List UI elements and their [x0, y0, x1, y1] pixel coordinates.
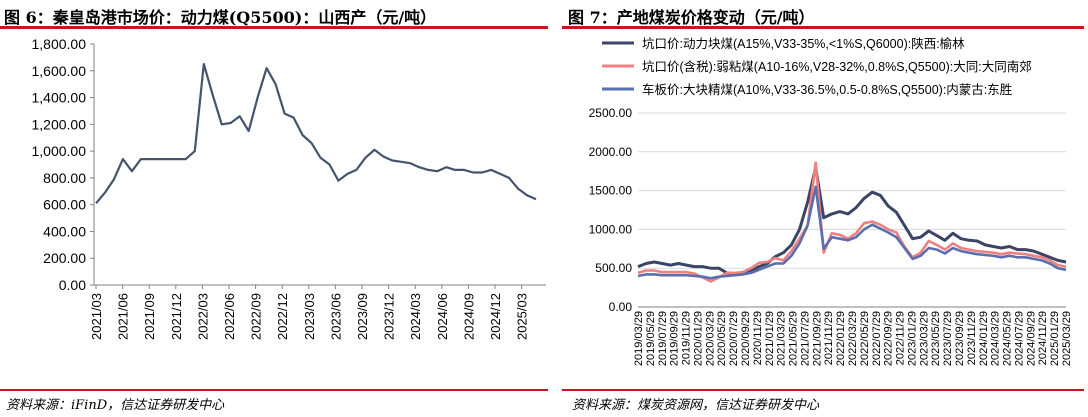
x-tick-label: 2021/05/29: [788, 311, 800, 366]
series-line-1: [637, 165, 1067, 276]
x-tick-label: 2020/07/29: [728, 311, 740, 366]
y-tick-label: 1,600.00: [32, 63, 87, 79]
x-tick-label: 2022/09/29: [883, 311, 895, 366]
x-tick-label: 2024/09: [461, 293, 476, 340]
x-tick-label: 2023/07/29: [942, 311, 954, 366]
x-tick-label: 2023/12: [382, 293, 397, 340]
y-tick-label: 400.00: [43, 223, 86, 239]
x-tick-label: 2023/03: [302, 293, 317, 340]
y-tick-label: 500.00: [595, 261, 632, 275]
x-tick-label: 2022/09: [249, 293, 264, 340]
x-tick-label: 2019/11/29: [681, 311, 693, 365]
x-tick-label: 2023/05/29: [930, 311, 942, 366]
y-tick-label: 0.00: [609, 300, 633, 314]
x-tick-label: 2021/11/29: [823, 311, 835, 365]
x-tick-label: 2022/03: [195, 293, 210, 340]
left-figure: 图 6：秦皇岛港市场价：动力煤(Q5500)：山西产（元/吨） 0.00 200.…: [0, 8, 548, 413]
title-rule: [0, 26, 548, 29]
x-tick-label: 2021/03/29: [776, 311, 788, 366]
x-tick-label: 2024/03: [408, 293, 423, 340]
legend-label: 车板价:大块精煤(A10%,V33-36.5%,0.5-0.8%S,Q5500)…: [642, 82, 1012, 97]
x-tick-label: 2021/09/29: [811, 311, 823, 366]
x-tick-label: 2020/01/29: [692, 311, 704, 366]
x-tick-label: 2019/03/29: [633, 311, 645, 366]
x-tick-label: 2025/03: [515, 293, 530, 340]
x-tick-label: 2019/05/29: [645, 311, 657, 366]
x-tick-label: 2024/01/29: [978, 311, 990, 366]
x-tick-label: 2022/12: [275, 293, 290, 340]
figure-title: 图 6：秦皇岛港市场价：动力煤(Q5500)：山西产（元/吨）: [4, 8, 437, 27]
x-tick-label: 2019/09/29: [669, 311, 681, 366]
y-tick-label: 2000.00: [589, 145, 633, 159]
y-tick-label: 1000.00: [589, 222, 633, 236]
y-tick-label: 1500.00: [589, 184, 633, 198]
x-tick-label: 2021/12: [169, 293, 184, 340]
price-series-line: [95, 62, 537, 205]
series-line-3: [637, 185, 1067, 280]
x-tick-label: 2024/06: [435, 293, 450, 340]
x-tick-label: 2021/01/29: [764, 311, 776, 366]
right-chart: 0.00 500.00 1000.00 1500.00 2000.00 2500.00 20…: [589, 36, 1073, 366]
x-tick-label: 2022/05/29: [859, 311, 871, 366]
x-tick-label: 2023/01/29: [906, 311, 918, 366]
right-figure: 图 7：产地煤炭价格变动（元/吨） 0.00 500.00 1000.00 1500.…: [562, 0, 1088, 417]
legend-label: 坑口价(含税):弱粘煤(A10-16%,V28-32%,0.8%S,Q5500)…: [642, 59, 1032, 74]
source-rule: [562, 389, 1084, 391]
x-tick-label: 2020/09/29: [740, 311, 752, 366]
x-tick-label: 2021/03: [89, 293, 104, 340]
x-tick-label: 2024/12: [488, 293, 503, 340]
x-tick-label: 2022/11/29: [895, 311, 907, 365]
x-tick-label: 2024/07/29: [1013, 311, 1025, 366]
x-tick-label: 2021/06: [116, 293, 131, 340]
x-tick-label: 2022/03/29: [847, 311, 859, 366]
y-tick-label: 600.00: [43, 197, 86, 213]
y-tick-label: 1,800.00: [32, 36, 87, 52]
x-tick-label: 2020/05/29: [716, 311, 728, 366]
left-chart: 0.00 200.00 400.00 600.00 800.00 1,000.00 1,20…: [32, 36, 546, 340]
source-rule: [0, 389, 548, 391]
legend-label: 坑口价:动力块煤(A15%,V33-35%,<1%S,Q6000):陕西:榆林: [642, 36, 965, 51]
x-tick-label: 2021/09: [142, 293, 157, 340]
x-tick-label: 2023/09: [355, 293, 370, 340]
x-tick-label: 2025/01/29: [1049, 311, 1061, 366]
y-tick-label: 1,000.00: [32, 143, 87, 159]
x-tick-label: 2024/05/29: [1002, 311, 1014, 366]
x-tick-label: 2025/03/29: [1061, 311, 1073, 366]
x-tick-label: 2021/07/29: [799, 311, 811, 366]
x-tick-label: 2022/01/29: [835, 311, 847, 366]
x-tick-label: 2023/06: [328, 293, 343, 340]
x-tick-label: 2023/03/29: [918, 311, 930, 366]
x-tick-label: 2024/03/29: [990, 311, 1002, 366]
x-tick-label: 2023/11/29: [966, 311, 978, 365]
y-tick-label: 1,400.00: [32, 90, 87, 106]
x-tick-label: 2022/06: [222, 293, 237, 340]
y-tick-label: 2500.00: [589, 106, 633, 120]
title-rule: [562, 26, 1084, 29]
y-tick-label: 0.00: [59, 277, 86, 293]
x-tick-label: 2024/09/29: [1025, 311, 1037, 366]
figure-title: 图 7：产地煤炭价格变动（元/吨）: [568, 8, 815, 27]
source-note: 资料来源：iFinD，信达证券研发中心: [6, 398, 225, 413]
x-tick-label: 2019/07/29: [657, 311, 669, 366]
y-tick-label: 200.00: [43, 250, 86, 266]
x-tick-label: 2020/03/29: [704, 311, 716, 366]
series-line-2: [637, 161, 1067, 283]
x-tick-label: 2024/11/29: [1037, 311, 1049, 365]
source-note: 资料来源：煤炭资源网，信达证券研发中心: [572, 398, 820, 413]
x-tick-label: 2023/09/29: [954, 311, 966, 366]
x-tick-label: 2022/07/29: [871, 311, 883, 366]
y-tick-label: 800.00: [43, 170, 86, 186]
x-tick-label: 2020/11/29: [752, 311, 764, 365]
y-tick-label: 1,200.00: [32, 116, 87, 132]
